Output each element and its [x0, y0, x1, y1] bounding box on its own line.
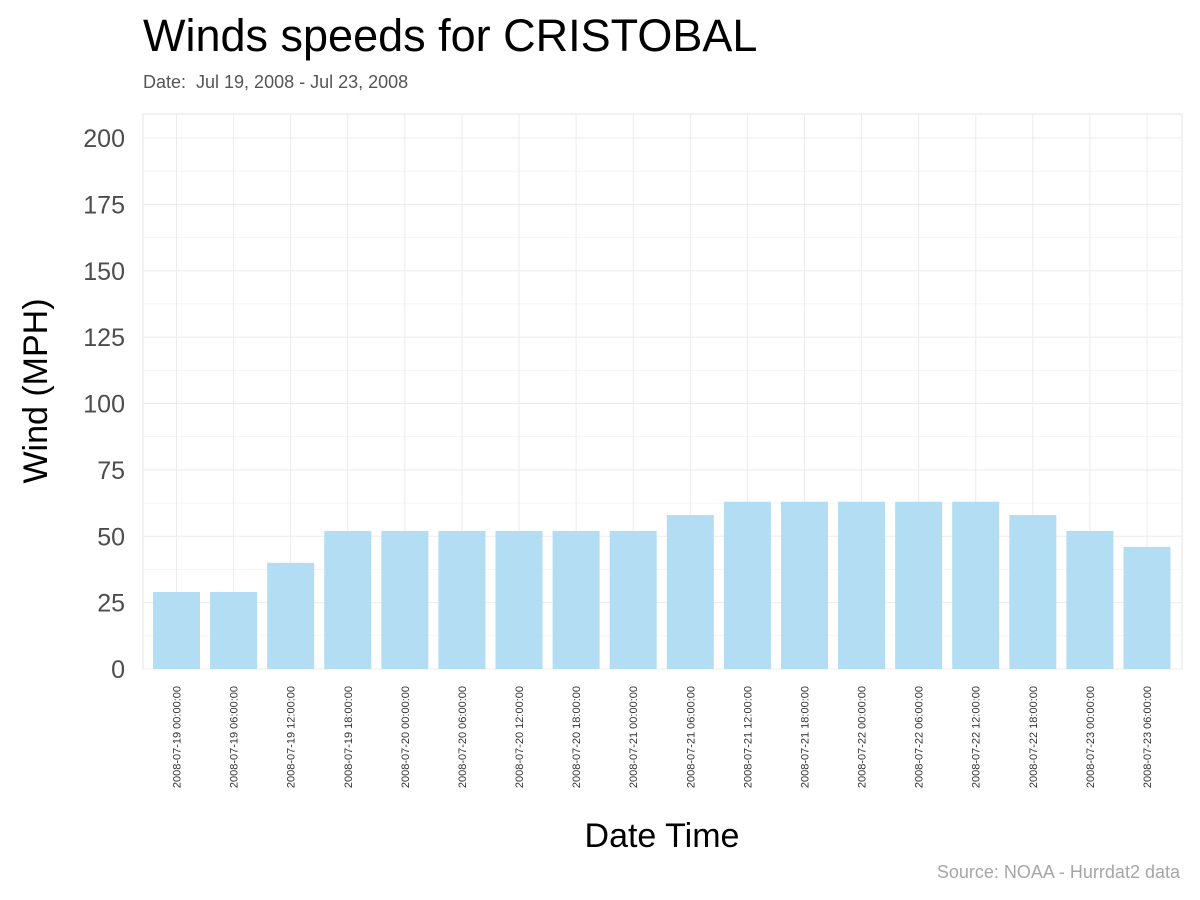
- y-tick-label: 25: [97, 590, 125, 618]
- bar: [552, 530, 600, 669]
- x-tick-label: 2008-07-21 00:00:00: [628, 686, 640, 788]
- x-tick-label: 2008-07-21 18:00:00: [799, 686, 811, 788]
- bar: [1066, 530, 1114, 669]
- x-tick-label: 2008-07-22 18:00:00: [1028, 686, 1040, 788]
- y-tick-label: 150: [83, 258, 125, 286]
- y-axis-ticks: 0 25 50 75 100 125 150 175 200: [83, 125, 125, 684]
- y-tick-label: 125: [83, 324, 125, 352]
- y-tick-label: 100: [83, 391, 125, 419]
- x-tick-label: 2008-07-23 00:00:00: [1085, 686, 1097, 788]
- x-tick-label: 2008-07-22 06:00:00: [914, 686, 926, 788]
- bar: [495, 530, 543, 669]
- x-tick-label: 2008-07-20 18:00:00: [571, 686, 583, 788]
- y-tick-label: 50: [97, 523, 125, 551]
- grid-lines: [143, 114, 1182, 670]
- bar: [1009, 515, 1057, 669]
- x-tick-label: 2008-07-19 18:00:00: [343, 686, 355, 788]
- y-tick-label: 75: [97, 457, 125, 485]
- x-tick-label: 2008-07-19 12:00:00: [286, 686, 298, 788]
- x-tick-label: 2008-07-21 12:00:00: [742, 686, 754, 788]
- bar: [210, 592, 258, 669]
- chart-subtitle: Date: Jul 19, 2008 - Jul 23, 2008: [143, 72, 409, 92]
- bar: [895, 501, 943, 669]
- source-caption: Source: NOAA - Hurrdat2 data: [936, 862, 1180, 882]
- x-tick-label: 2008-07-19 00:00:00: [172, 686, 184, 788]
- bar: [1123, 546, 1171, 669]
- y-tick-label: 175: [83, 191, 125, 219]
- bar: [952, 501, 1000, 669]
- bars: [153, 501, 1171, 669]
- chart-title: Winds speeds for CRISTOBAL: [143, 10, 758, 61]
- bar: [838, 501, 886, 669]
- x-axis-title: Date Time: [585, 817, 740, 855]
- x-tick-label: 2008-07-20 06:00:00: [457, 686, 469, 788]
- bar: [324, 530, 372, 669]
- bar: [780, 501, 828, 669]
- y-tick-label: 0: [111, 656, 125, 684]
- x-tick-label: 2008-07-21 06:00:00: [685, 686, 697, 788]
- bar: [267, 562, 315, 669]
- x-tick-label: 2008-07-23 06:00:00: [1142, 686, 1154, 788]
- x-axis-ticks: 2008-07-19 00:00:00 2008-07-19 06:00:00 20…: [172, 686, 1155, 788]
- bar: [381, 530, 429, 669]
- x-tick-label: 2008-07-22 00:00:00: [857, 686, 869, 788]
- x-tick-label: 2008-07-19 06:00:00: [229, 686, 241, 788]
- x-tick-label: 2008-07-20 12:00:00: [514, 686, 526, 788]
- bar: [609, 530, 657, 669]
- bar: [723, 501, 771, 669]
- plot-panel: [142, 113, 1183, 670]
- bar: [438, 530, 486, 669]
- x-tick-label: 2008-07-20 00:00:00: [400, 686, 412, 788]
- y-tick-label: 200: [83, 125, 125, 153]
- bar: [153, 592, 200, 669]
- y-axis-title: Wind (MPH): [17, 298, 55, 483]
- x-tick-label: 2008-07-22 12:00:00: [971, 686, 983, 788]
- bar: [666, 515, 714, 669]
